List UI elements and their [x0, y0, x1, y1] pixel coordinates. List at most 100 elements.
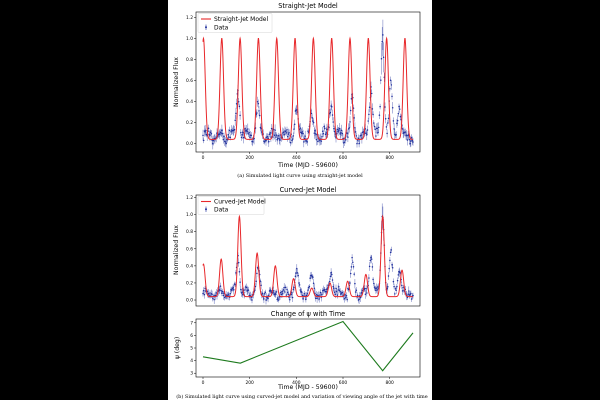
data-point [284, 130, 287, 133]
data-point [306, 293, 309, 295]
data-point [402, 286, 404, 289]
data-point [274, 129, 276, 131]
data-point [396, 119, 399, 122]
data-point [321, 293, 323, 296]
data-point [296, 109, 298, 111]
data-point [241, 134, 243, 136]
data-point [401, 290, 404, 292]
data-point [337, 130, 339, 133]
data-point [347, 128, 350, 130]
data-series [202, 19, 414, 150]
y-tick-label: 7 [190, 320, 193, 326]
data-point [245, 129, 248, 131]
data-point [287, 133, 290, 135]
data-point [305, 140, 308, 142]
data-point [251, 140, 254, 143]
data-point [220, 132, 222, 134]
legend-model-label: Curved-Jet Model [214, 199, 266, 206]
data-point [220, 290, 222, 292]
data-point [391, 95, 393, 98]
data-point [331, 114, 334, 116]
data-point [288, 131, 290, 134]
data-point [397, 274, 400, 276]
data-point [338, 285, 340, 288]
data-point [354, 131, 357, 133]
data-point [235, 103, 238, 105]
data-point [352, 261, 354, 264]
data-point [410, 292, 412, 295]
data-point [278, 138, 281, 140]
data-point [372, 278, 374, 281]
data-point [246, 130, 248, 133]
y-tick-label: 0.8 [186, 229, 193, 235]
data-point [333, 287, 335, 289]
data-point [325, 132, 327, 134]
data-point [381, 40, 383, 43]
data-point [341, 132, 344, 135]
model-line [202, 214, 413, 298]
data-point [208, 133, 211, 136]
data-point [224, 141, 227, 143]
data-point [314, 297, 317, 299]
data-point [348, 127, 351, 129]
data-point [369, 259, 372, 262]
data-point [380, 79, 382, 81]
data-point [321, 135, 323, 138]
y-axis-label: Normalized Flux [173, 225, 180, 275]
data-point [366, 129, 369, 131]
caption-a: (a) Simulated light curve using straight… [237, 172, 363, 179]
data-point [353, 117, 355, 119]
x-tick-label: 800 [385, 155, 394, 161]
data-point [227, 293, 229, 295]
data-point [291, 296, 294, 299]
data-point [338, 289, 341, 291]
data-point [410, 137, 413, 139]
model-line [202, 36, 414, 140]
data-point [336, 294, 339, 296]
data-point [345, 296, 347, 299]
legend-box [197, 196, 265, 215]
data-point [292, 135, 295, 137]
data-point [315, 293, 318, 296]
data-point [268, 133, 271, 136]
data-point [275, 136, 277, 138]
data-point [404, 131, 407, 133]
data-point [396, 122, 398, 125]
data-point [364, 293, 367, 296]
data-point [374, 287, 376, 290]
data-point [286, 128, 288, 131]
data-point [318, 298, 320, 300]
data-point [372, 113, 374, 116]
data-point [239, 281, 241, 283]
data-point [205, 129, 207, 132]
chart-title: Straight-Jet Model [278, 2, 338, 10]
legend-data-swatch-dot [205, 26, 207, 29]
data-point [212, 297, 214, 300]
data-point [312, 121, 315, 124]
data-point [303, 141, 305, 143]
y-tick-label: 4 [190, 358, 193, 364]
data-point [247, 133, 250, 135]
data-point [321, 130, 324, 132]
data-point [213, 298, 215, 301]
data-point [370, 256, 372, 258]
y-tick-label: 0.4 [186, 99, 193, 105]
data-point [329, 275, 332, 278]
data-point [249, 136, 251, 138]
data-point [394, 288, 397, 290]
data-point [385, 126, 388, 128]
data-point [221, 129, 223, 132]
data-point [391, 267, 394, 269]
data-point [407, 134, 409, 137]
data-point [281, 290, 283, 293]
data-point [407, 293, 409, 295]
data-point [342, 137, 344, 140]
data-point [304, 135, 306, 137]
data-point [244, 128, 246, 130]
data-point [283, 133, 285, 136]
data-point [356, 142, 358, 145]
data-point [238, 105, 241, 108]
data-point [346, 298, 348, 301]
data-point [391, 264, 393, 266]
data-point [330, 271, 332, 274]
